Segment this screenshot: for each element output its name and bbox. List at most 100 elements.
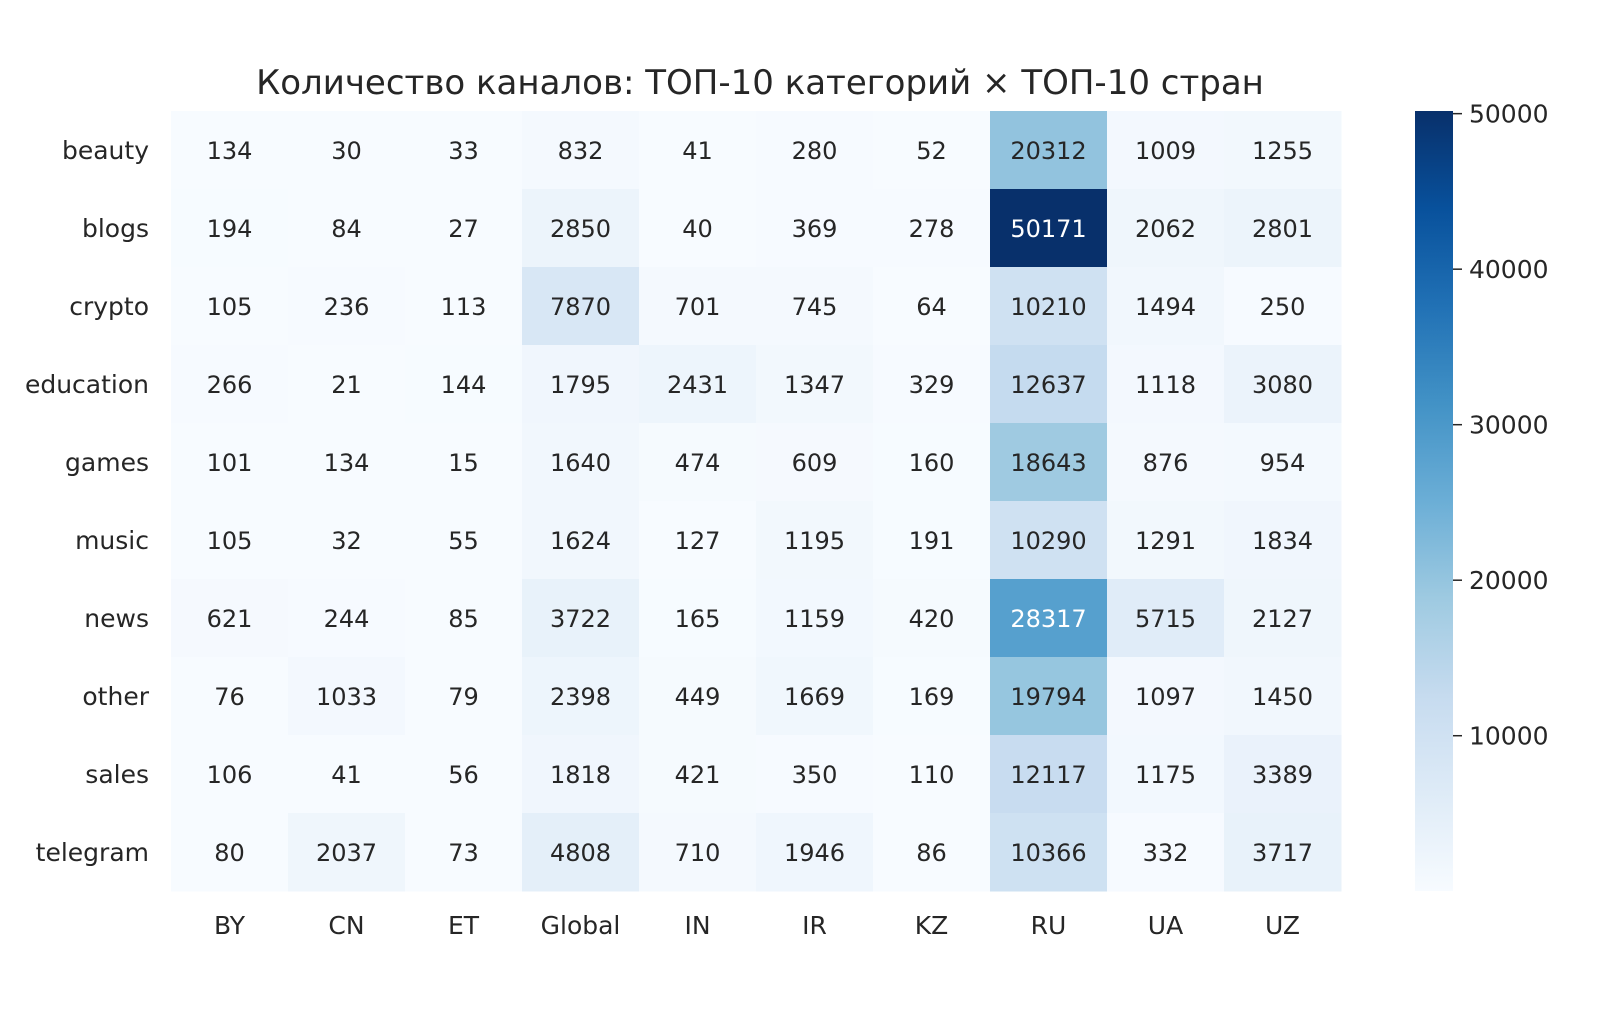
x-tick-label: UZ (1265, 911, 1300, 940)
y-tick-label: music (75, 526, 149, 555)
heatmap-cell (1224, 501, 1342, 580)
heatmap-cells (171, 111, 1342, 892)
colorbar-tick-label: 20000 (1469, 566, 1549, 595)
heatmap-cell (639, 423, 757, 502)
x-tick-label: RU (1031, 911, 1067, 940)
heatmap-cell-label: 113 (441, 293, 487, 321)
heatmap-cell (1224, 267, 1342, 346)
heatmap-cell-label: 1175 (1135, 761, 1196, 789)
heatmap-cell (522, 345, 640, 424)
heatmap-cell-label: 1669 (784, 683, 845, 711)
heatmap-cell-label: 86 (916, 839, 947, 867)
heatmap-cell-label: 3717 (1252, 839, 1313, 867)
heatmap-cell-label: 1009 (1135, 137, 1196, 165)
heatmap-cell-label: 2431 (667, 371, 728, 399)
heatmap-cell (1224, 423, 1342, 502)
heatmap-cell (171, 423, 289, 502)
heatmap-cell-label: 80 (214, 839, 245, 867)
heatmap-cell (873, 423, 991, 502)
y-tick-label: crypto (69, 292, 149, 321)
heatmap-cell-label: 165 (675, 605, 721, 633)
heatmap-cell-label: 954 (1260, 449, 1306, 477)
heatmap-cell (522, 501, 640, 580)
heatmap-cell-label: 1450 (1252, 683, 1313, 711)
heatmap-cell (990, 423, 1108, 502)
heatmap-cell-label: 30 (331, 137, 362, 165)
heatmap-cell-label: 1946 (784, 839, 845, 867)
heatmap-cell-label: 1624 (550, 527, 611, 555)
heatmap-cell-label: 73 (448, 839, 479, 867)
heatmap-cell (522, 111, 640, 190)
heatmap-cell (990, 189, 1108, 268)
heatmap-cell (873, 189, 991, 268)
heatmap-cell (522, 579, 640, 658)
heatmap-cell (171, 345, 289, 424)
x-tick-label: UA (1148, 911, 1183, 940)
heatmap-cell-label: 5715 (1135, 605, 1196, 633)
x-tick-label: Global (541, 911, 621, 940)
heatmap-cell-label: 134 (324, 449, 370, 477)
heatmap-cell-label: 2062 (1135, 215, 1196, 243)
heatmap-cell-label: 1795 (550, 371, 611, 399)
heatmap-cell (405, 345, 523, 424)
heatmap-cell-label: 1640 (550, 449, 611, 477)
heatmap-cell (1107, 735, 1225, 814)
x-tick-label: ET (448, 911, 480, 940)
heatmap-cell-label: 2398 (550, 683, 611, 711)
heatmap-cell-label: 105 (207, 293, 253, 321)
heatmap-cell-label: 56 (448, 761, 479, 789)
heatmap-cell-label: 2127 (1252, 605, 1313, 633)
colorbar: 10000 20000 30000 40000 50000 (1415, 100, 1549, 891)
heatmap-cell-label: 250 (1260, 293, 1306, 321)
x-tick-label: IR (802, 911, 827, 940)
heatmap-cell-label: 421 (675, 761, 721, 789)
heatmap-cell (639, 345, 757, 424)
heatmap-cell-label: 169 (909, 683, 955, 711)
heatmap-cell (1107, 267, 1225, 346)
heatmap-cell (288, 111, 406, 190)
heatmap-cell-label: 134 (207, 137, 253, 165)
heatmap-cell (990, 813, 1108, 892)
y-tick-label: telegram (36, 838, 149, 867)
heatmap-cell (990, 501, 1108, 580)
heatmap-cell (756, 579, 874, 658)
heatmap-cell (756, 813, 874, 892)
heatmap-cell (990, 735, 1108, 814)
heatmap-cell (405, 657, 523, 736)
heatmap-cell-label: 4808 (550, 839, 611, 867)
heatmap-cell (1107, 345, 1225, 424)
heatmap-cell-label: 20312 (1010, 137, 1086, 165)
heatmap-cell (990, 345, 1108, 424)
heatmap-cell (288, 657, 406, 736)
heatmap-cell (288, 189, 406, 268)
x-tick-label: KZ (915, 911, 949, 940)
heatmap-cell (405, 111, 523, 190)
heatmap-cell (1107, 657, 1225, 736)
heatmap-cell-label: 350 (792, 761, 838, 789)
heatmap-cell-label: 127 (675, 527, 721, 555)
colorbar-tick-label: 50000 (1469, 100, 1549, 129)
heatmap-cell (639, 735, 757, 814)
heatmap-cell-label: 32 (331, 527, 362, 555)
heatmap-cell-label: 266 (207, 371, 253, 399)
y-tick-label: beauty (62, 136, 149, 165)
heatmap-cell-label: 52 (916, 137, 947, 165)
heatmap-cell-label: 18643 (1010, 449, 1086, 477)
x-axis-tick-labels: BY CN ET Global IN IR KZ RU UA UZ (214, 911, 1300, 940)
colorbar-tick-label: 40000 (1469, 255, 1549, 284)
heatmap-cell-label: 1818 (550, 761, 611, 789)
y-tick-label: education (25, 370, 149, 399)
heatmap-cell (171, 813, 289, 892)
heatmap-cell (522, 423, 640, 502)
heatmap-cell (990, 657, 1108, 736)
colorbar-tick-label: 30000 (1469, 411, 1549, 440)
y-tick-label: other (82, 682, 149, 711)
heatmap-cell (405, 735, 523, 814)
heatmap-cell-label: 144 (441, 371, 487, 399)
heatmap-cell-label: 105 (207, 527, 253, 555)
heatmap-cell-label: 84 (331, 215, 362, 243)
colorbar-gradient (1415, 111, 1453, 891)
heatmap-cell-label: 474 (675, 449, 721, 477)
heatmap-cell-label: 1494 (1135, 293, 1196, 321)
